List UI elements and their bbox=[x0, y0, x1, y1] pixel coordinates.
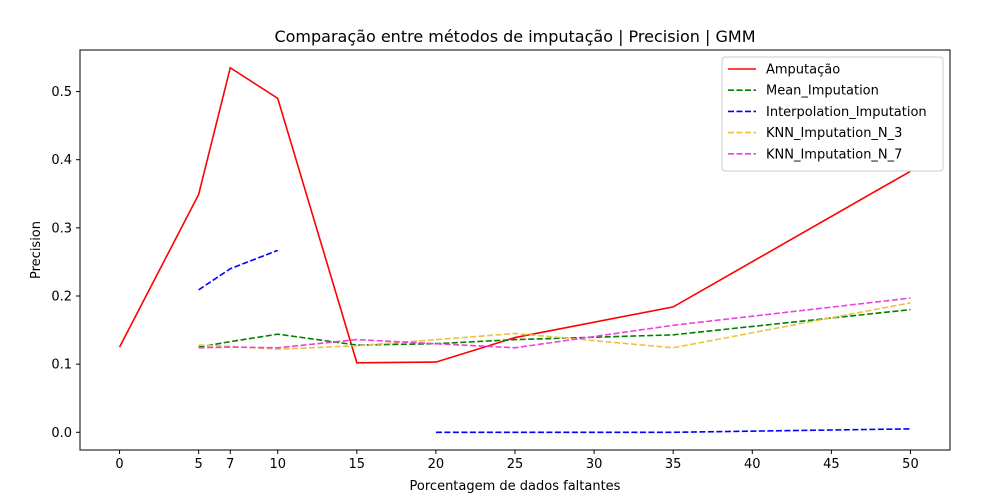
x-axis: 0 5 7 10 15 20 25 30 35 40 45 50 bbox=[115, 450, 919, 472]
series-line-2 bbox=[198, 308, 911, 348]
x-tick-label: 5 bbox=[194, 457, 202, 472]
legend-label: Amputação bbox=[766, 63, 840, 78]
y-tick-label: 0.0 bbox=[51, 426, 72, 441]
legend-label: Interpolation_Imputation bbox=[766, 105, 927, 120]
series-line-5 bbox=[198, 297, 911, 349]
x-tick-label: 35 bbox=[665, 457, 682, 472]
x-tick-label: 7 bbox=[226, 457, 234, 472]
x-tick-label: 15 bbox=[349, 457, 366, 472]
y-tick-label: 0.3 bbox=[51, 221, 72, 236]
legend-label: KNN_Imputation_N_3 bbox=[766, 126, 902, 141]
x-tick-label: 10 bbox=[269, 457, 286, 472]
legend-label: Mean_Imputation bbox=[766, 84, 879, 99]
x-tick-label: 25 bbox=[507, 457, 524, 472]
series-line-3 bbox=[435, 428, 911, 434]
legend: Amputação Mean_Imputation Interpolation_Im… bbox=[721, 56, 944, 172]
series-layer bbox=[118, 66, 911, 434]
y-axis: 0.0 0.1 0.2 0.3 0.4 0.5 bbox=[51, 85, 80, 441]
x-tick-label: 40 bbox=[744, 457, 761, 472]
x-tick-label: 45 bbox=[823, 457, 840, 472]
legend-box bbox=[721, 56, 944, 172]
x-tick-label: 30 bbox=[586, 457, 603, 472]
y-tick-label: 0.5 bbox=[51, 85, 72, 100]
x-tick-label: 0 bbox=[115, 457, 123, 472]
x-tick-label: 20 bbox=[428, 457, 445, 472]
y-tick-label: 0.2 bbox=[51, 289, 72, 304]
x-axis-title: Porcentagem de dados faltantes bbox=[410, 479, 621, 494]
x-tick-label: 50 bbox=[902, 457, 919, 472]
legend-label: KNN_Imputation_N_7 bbox=[766, 147, 902, 162]
series-line-3 bbox=[198, 249, 279, 291]
y-tick-label: 0.1 bbox=[51, 358, 72, 373]
y-axis-title: Precision bbox=[29, 221, 44, 279]
series-line-1 bbox=[118, 66, 911, 364]
y-tick-label: 0.4 bbox=[51, 153, 72, 168]
chart-title: Comparação entre métodos de imputação | … bbox=[274, 27, 755, 46]
